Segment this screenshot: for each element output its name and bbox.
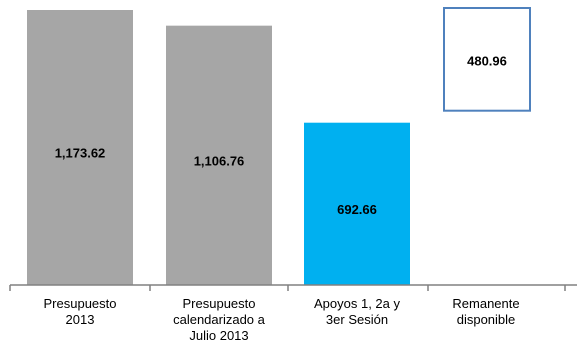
bars-group (27, 7, 531, 286)
value-labels-group: 1,173.62 1,106.76 692.66 480.96 (55, 53, 507, 217)
category-label-line: Presupuesto (44, 296, 117, 311)
category-label-line: Julio 2013 (189, 328, 248, 343)
category-label-line: 3er Sesión (326, 312, 388, 327)
category-label-1: Presupuesto 2013 (44, 296, 117, 327)
category-label-line: Presupuesto (183, 296, 256, 311)
category-label-2: Presupuesto calendarizado a Julio 2013 (173, 296, 266, 343)
bar-4 (443, 7, 531, 112)
category-label-line: calendarizado a (173, 312, 266, 327)
category-label-line: 2013 (66, 312, 95, 327)
bar-2 (166, 25, 272, 286)
category-label-line: Remanente (452, 296, 519, 311)
category-label-line: Apoyos 1, 2a y (314, 296, 400, 311)
bar-1 (27, 10, 133, 285)
x-axis (9, 284, 577, 291)
category-label-line: disponible (457, 312, 516, 327)
bar-3 (304, 122, 410, 285)
value-label-2: 1,106.76 (194, 153, 245, 168)
value-label-1: 1,173.62 (55, 146, 106, 161)
category-label-3: Apoyos 1, 2a y 3er Sesión (314, 296, 400, 327)
value-label-4: 480.96 (467, 53, 507, 68)
category-label-4: Remanente disponible (452, 296, 519, 327)
value-label-3: 692.66 (337, 202, 377, 217)
